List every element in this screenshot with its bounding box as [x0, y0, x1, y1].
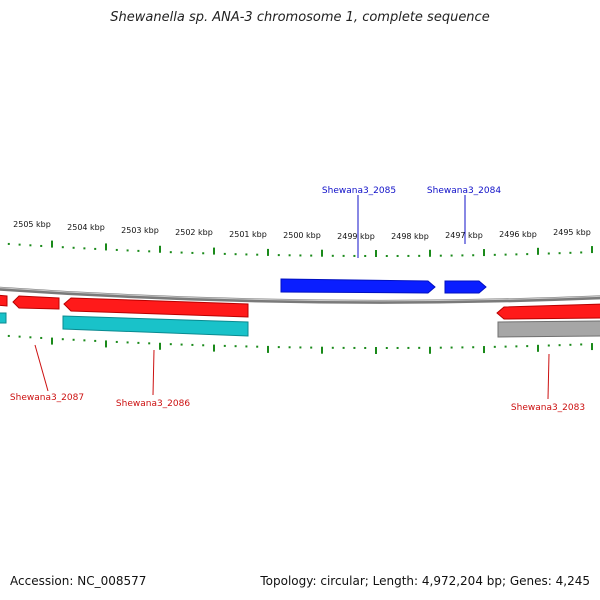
outer-tick-track	[7, 240, 593, 257]
scale-label: 2503 kbp	[121, 226, 159, 235]
leader-line-2087	[34, 344, 49, 392]
leader-line-2083	[547, 353, 550, 400]
gene-forward-2085[interactable]	[280, 278, 436, 294]
map-title: Shewanella sp. ANA-3 chromosome 1, compl…	[110, 10, 490, 25]
scale-labels: 2505 kbp 2504 kbp 2503 kbp 2502 kbp 2501…	[13, 220, 591, 241]
gene-label-2085[interactable]: Shewana3_2085	[322, 186, 396, 196]
inner-tick-track	[7, 334, 593, 354]
scale-label: 2499 kbp	[337, 232, 375, 241]
scale-label: 2496 kbp	[499, 230, 537, 239]
gene-label-2087[interactable]: Shewana3_2087	[10, 393, 84, 403]
gene-rna-2086[interactable]	[62, 315, 249, 337]
scale-label: 2495 kbp	[553, 228, 591, 237]
gene-reverse-2087[interactable]	[12, 295, 60, 310]
accession-text: Accession: NC_008577	[10, 574, 147, 588]
gene-reverse-2087a[interactable]	[0, 294, 8, 307]
scale-label: 2505 kbp	[13, 220, 51, 229]
gene-reverse-2083[interactable]	[496, 303, 600, 320]
scale-label: 2501 kbp	[229, 230, 267, 239]
gene-pseudo-2083[interactable]	[497, 320, 600, 338]
gene-forward-2084[interactable]	[444, 280, 487, 294]
gene-label-2086[interactable]: Shewana3_2086	[116, 399, 190, 409]
chromosome-backbone	[0, 286, 600, 304]
scale-label: 2497 kbp	[445, 231, 483, 240]
gene-rna-left[interactable]	[0, 312, 7, 324]
gene-reverse-2086[interactable]	[63, 297, 249, 318]
scale-label: 2498 kbp	[391, 232, 429, 241]
summary-text: Topology: circular; Length: 4,972,204 bp…	[260, 574, 590, 588]
gene-label-2083[interactable]: Shewana3_2083	[511, 403, 585, 413]
scale-label: 2500 kbp	[283, 231, 321, 240]
gene-label-2084[interactable]: Shewana3_2084	[427, 186, 501, 196]
scale-label: 2504 kbp	[67, 223, 105, 232]
leader-line-2086	[152, 349, 155, 396]
scale-label: 2502 kbp	[175, 228, 213, 237]
